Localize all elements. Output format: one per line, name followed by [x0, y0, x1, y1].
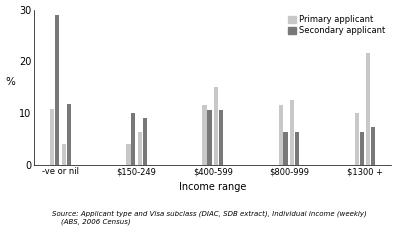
Bar: [295, 132, 299, 165]
Bar: [55, 15, 60, 165]
Y-axis label: %: %: [6, 77, 15, 87]
Text: Source: Applicant type and Visa subclass (DIAC, SDB extract), Individual income : Source: Applicant type and Visa subclass…: [52, 211, 366, 225]
Bar: [214, 87, 218, 165]
Bar: [360, 132, 364, 165]
Bar: [50, 109, 54, 165]
Bar: [219, 110, 223, 165]
Bar: [143, 118, 147, 165]
Bar: [67, 104, 71, 165]
Bar: [290, 100, 294, 165]
Bar: [202, 105, 206, 165]
Bar: [131, 113, 135, 165]
Bar: [207, 110, 212, 165]
Bar: [366, 54, 370, 165]
Bar: [279, 105, 283, 165]
Bar: [371, 127, 375, 165]
Legend: Primary applicant, Secondary applicant: Primary applicant, Secondary applicant: [286, 14, 387, 37]
Bar: [138, 132, 142, 165]
Bar: [126, 144, 131, 165]
Bar: [283, 132, 288, 165]
Bar: [62, 144, 66, 165]
Bar: [355, 113, 359, 165]
X-axis label: Income range: Income range: [179, 182, 247, 192]
